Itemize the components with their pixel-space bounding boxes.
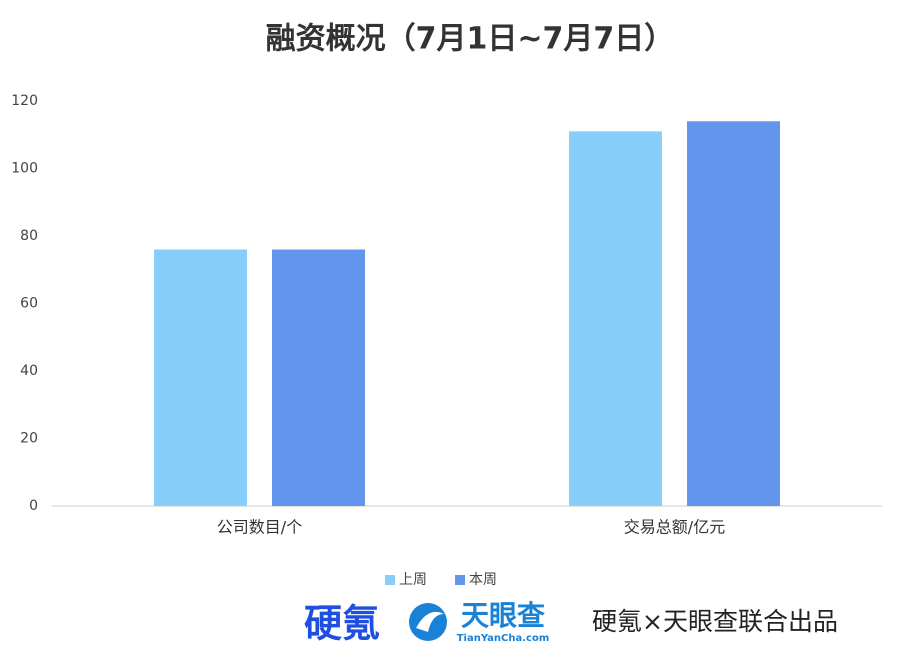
y-tick-label: 40 [20,363,38,379]
y-tick-label: 100 [11,161,38,177]
bar [154,249,247,506]
legend-swatch [385,575,395,585]
y-tick-label: 80 [20,228,38,244]
credit: 硬氪×天眼查联合出品 [592,607,838,636]
bar [687,121,780,506]
y-tick-label: 20 [20,431,38,447]
y-tick-label: 0 [29,498,38,514]
x-tick-label: 公司数目/个 [217,518,302,537]
y-tick-label: 120 [11,93,38,109]
bar [569,131,662,506]
partner-icon-mark [416,611,444,632]
brand-logo: 硬氪 [304,602,380,646]
y-tick-label: 60 [20,296,38,312]
legend-swatch [455,575,465,585]
partner-url: TianYanCha.com [457,633,550,644]
legend-label: 上周 [399,572,427,588]
chart-title: 融资概况（7月1日~7月7日） [266,22,675,57]
legend-label: 本周 [469,572,497,588]
bar [272,249,365,506]
partner-logo: 天眼查 [461,599,545,632]
x-tick-label: 交易总额/亿元 [624,518,725,537]
